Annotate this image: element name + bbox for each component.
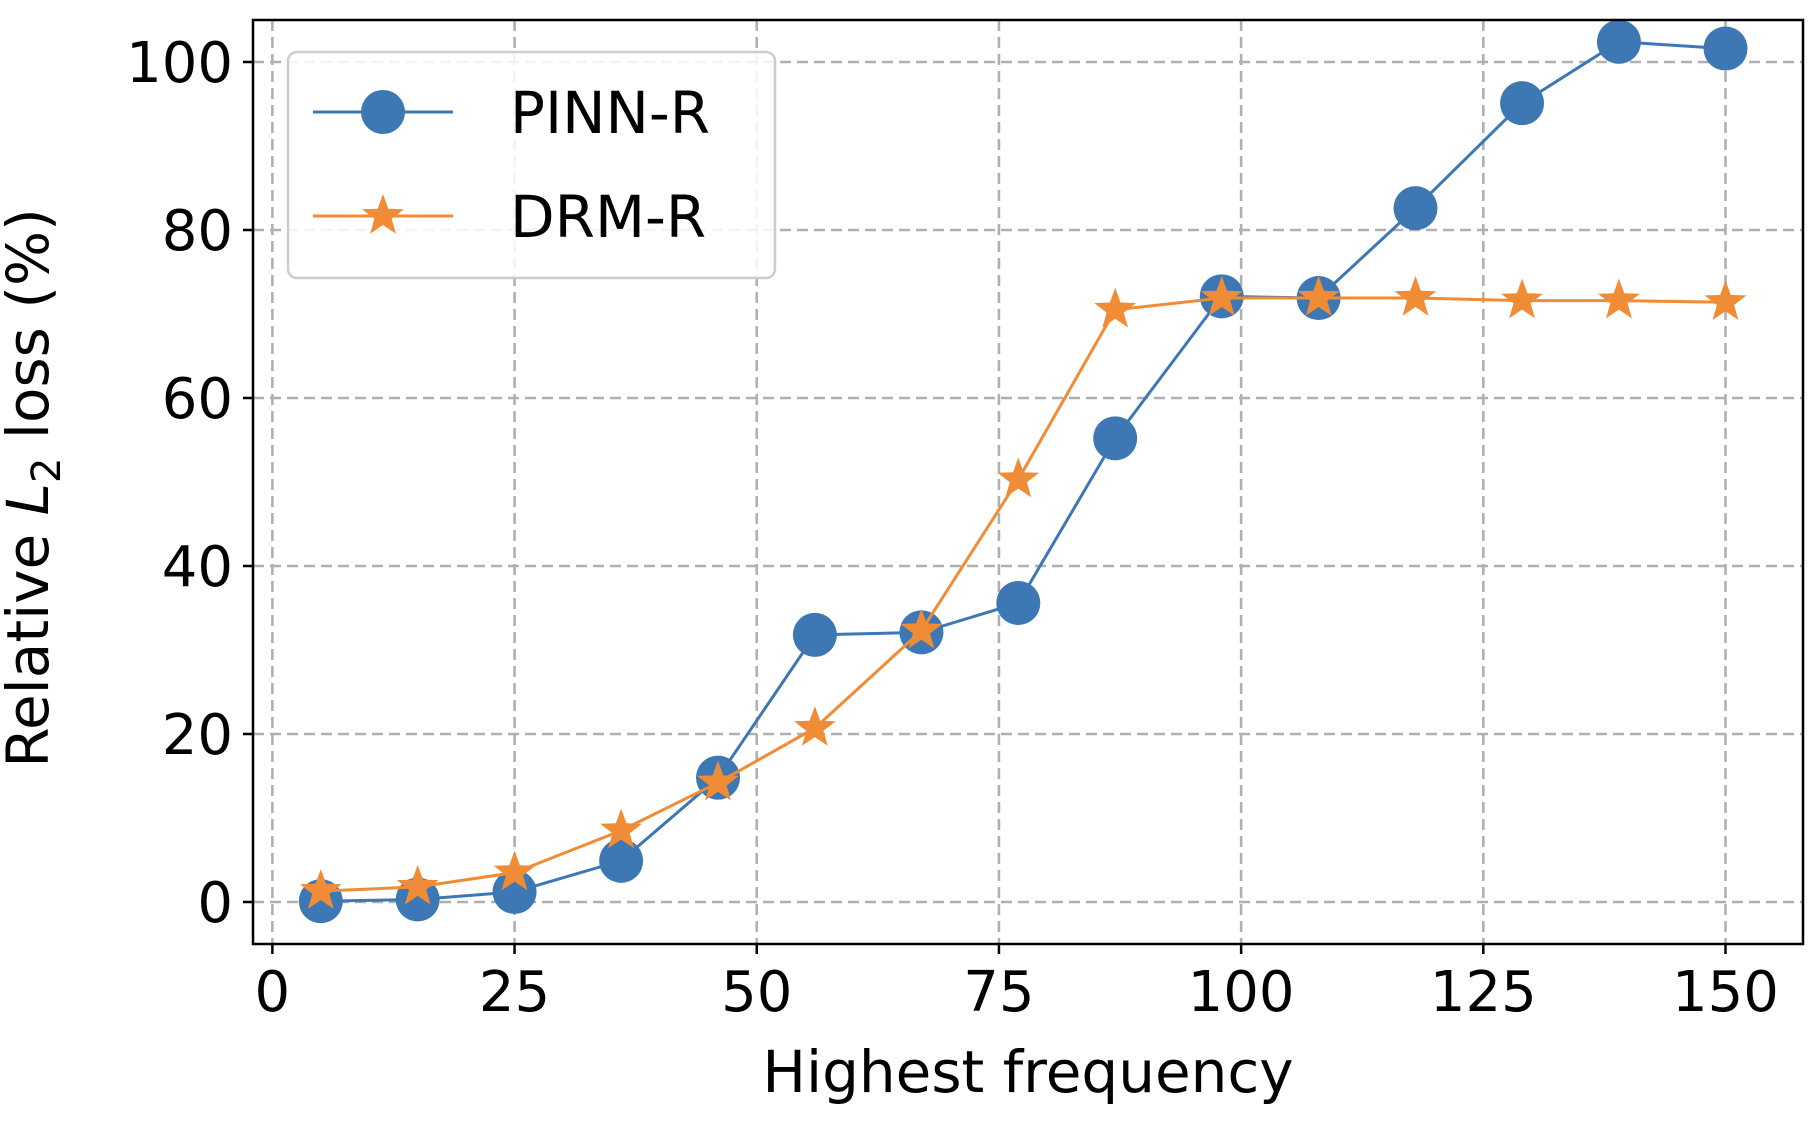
data-point (1598, 278, 1640, 319)
data-point (1393, 186, 1438, 231)
legend-marker (361, 90, 405, 134)
series-drm-r (299, 276, 1747, 909)
y-tick-label: 20 (162, 703, 233, 768)
data-point (697, 760, 739, 801)
axis-ticks: 0 25 50 75 100 125 150 0 20 40 60 80 100 (126, 31, 1779, 1025)
y-tick-label: 40 (162, 535, 233, 600)
x-axis-title: Highest frequency (762, 1038, 1293, 1106)
data-point (1704, 280, 1747, 320)
data-point (997, 457, 1040, 498)
data-point (792, 612, 837, 657)
y-tick-label: 60 (162, 367, 233, 432)
data-point (1093, 416, 1138, 461)
data-point (1394, 276, 1437, 316)
y-axis-title-subscript: 2 (24, 458, 70, 483)
y-axis-title: Relative L2 loss (%) (0, 208, 70, 767)
x-tick-label: 25 (479, 960, 550, 1025)
plot-frame (251, 18, 1805, 946)
data-point (794, 706, 836, 746)
data-point (599, 838, 644, 883)
y-tick-label: 100 (126, 31, 233, 96)
data-point (493, 850, 536, 891)
data-point (1200, 276, 1243, 316)
data-point (1500, 81, 1545, 126)
y-axis-title-prefix: Relative (0, 515, 62, 767)
data-point (1501, 278, 1543, 319)
legend: PINN-R DRM-R (286, 50, 777, 280)
data-point (299, 869, 342, 909)
y-axis-title-suffix: loss (%) (0, 208, 62, 457)
x-tick-label: 0 (255, 960, 291, 1025)
data-point (600, 808, 642, 849)
data-point (1596, 19, 1641, 64)
x-tick-label: 50 (721, 960, 792, 1025)
y-axis-title-variable: L (0, 483, 62, 515)
legend-box (286, 50, 777, 280)
x-tick-label: 150 (1672, 960, 1779, 1025)
legend-label: PINN-R (510, 79, 710, 147)
data-point (1094, 287, 1137, 328)
data-point (1703, 26, 1748, 71)
x-tick-label: 100 (1188, 960, 1295, 1025)
x-tick-label: 125 (1430, 960, 1537, 1025)
data-point (492, 869, 537, 914)
plot-series (298, 19, 1748, 924)
legend-label: DRM-R (510, 183, 706, 251)
data-point (396, 864, 439, 905)
data-point (900, 608, 943, 649)
data-point (1297, 276, 1340, 316)
x-tick-label: 75 (963, 960, 1034, 1025)
y-tick-label: 80 (162, 199, 233, 264)
data-point (996, 580, 1041, 625)
legend-marker (362, 194, 404, 234)
y-tick-label: 0 (197, 871, 233, 936)
